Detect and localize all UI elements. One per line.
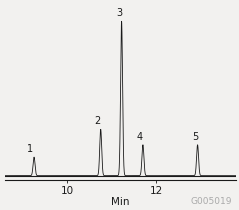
Text: 2: 2 bbox=[94, 116, 101, 126]
X-axis label: Min: Min bbox=[111, 197, 130, 207]
Text: 3: 3 bbox=[117, 8, 123, 18]
Text: 5: 5 bbox=[193, 132, 199, 142]
Text: G005019: G005019 bbox=[190, 197, 232, 206]
Text: 4: 4 bbox=[137, 132, 143, 142]
Text: 1: 1 bbox=[27, 144, 33, 154]
